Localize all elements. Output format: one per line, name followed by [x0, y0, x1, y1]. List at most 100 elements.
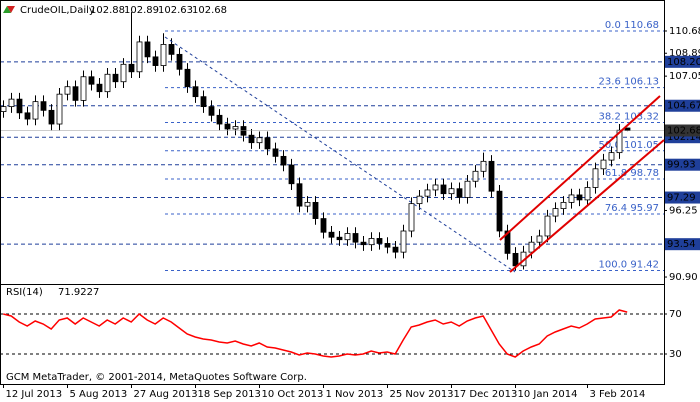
- channel-upper: [499, 95, 661, 241]
- x-tick-label: 3 Feb 2014: [590, 389, 646, 400]
- candle-body: [96, 83, 103, 93]
- candle-body: [144, 41, 151, 58]
- fib-level: 23.6: [599, 77, 621, 88]
- candle-body: [448, 188, 455, 195]
- fib-price: 106.13: [624, 77, 659, 88]
- candle-body: [440, 184, 447, 195]
- candle-body: [248, 134, 255, 144]
- candle-body: [8, 98, 15, 108]
- fib-label: 76.4 95.97: [605, 203, 659, 214]
- candle-body: [72, 86, 79, 101]
- x-tick-label: 27 Aug 2013: [134, 389, 198, 400]
- candle-body: [288, 164, 295, 185]
- candle-body: [264, 137, 271, 150]
- fib-label: 0.0 110.68: [605, 20, 659, 31]
- copyright: GCM MetaTrader, © 2001-2014, MetaQuotes …: [6, 372, 307, 383]
- candle-body: [64, 86, 71, 95]
- candle-body: [336, 236, 343, 241]
- ohlc-open: 102.88: [90, 5, 125, 16]
- candle-body: [16, 98, 23, 114]
- y-tick-label: 96.25: [669, 205, 698, 216]
- y-tick-label: 90.90: [669, 272, 698, 283]
- candle-body: [192, 86, 199, 98]
- x-tick-label: 12 Jul 2013: [6, 389, 63, 400]
- fib-price: 95.97: [630, 203, 659, 214]
- candle-body: [176, 53, 183, 70]
- candle-body: [312, 201, 319, 219]
- level-box: [665, 238, 700, 251]
- candle-body: [576, 194, 583, 201]
- candle-body: [48, 109, 55, 125]
- candle-body: [32, 101, 39, 120]
- plot-layer: 110.68 108.89 107.05 96.25 90.90 0.0 110.68 23…: [0, 12, 700, 400]
- candle-body: [536, 235, 543, 243]
- level-label: 104.67: [667, 101, 700, 112]
- candle-body: [160, 44, 167, 66]
- level-box: [665, 191, 700, 204]
- x-tick-label: 1 Nov 2013: [326, 389, 384, 400]
- candle-body: [168, 44, 175, 55]
- candle-body: [608, 152, 615, 161]
- fib-level: 0.0: [605, 20, 621, 31]
- fib-level: 38.2: [599, 112, 621, 123]
- x-tick-label: 18 Sep 2013: [198, 389, 261, 400]
- rsi-line: [3, 309, 628, 358]
- candle-body: [120, 63, 127, 83]
- fib-price: 110.68: [624, 20, 659, 31]
- level-label: 93.54: [667, 239, 696, 250]
- price-box: [665, 124, 700, 137]
- candle-body: [568, 194, 575, 203]
- x-tick-label: 10 Jan 2014: [518, 389, 578, 400]
- fib-price: 103.32: [624, 112, 659, 123]
- candle-body: [112, 73, 119, 83]
- trend-line: [164, 36, 516, 273]
- fib-price: 98.78: [630, 168, 659, 179]
- ohlc-close: 102.68: [192, 5, 227, 16]
- candle-body: [560, 201, 567, 210]
- candle-body: [0, 106, 7, 112]
- fib-price: 101.05: [624, 140, 659, 151]
- rsi-last: 71.9227: [58, 287, 99, 298]
- candle-body: [544, 215, 551, 237]
- candle-body: [480, 160, 487, 172]
- price-label: 102.68: [667, 125, 700, 136]
- candle-body: [392, 246, 399, 253]
- candle-body: [184, 68, 191, 88]
- x-tick-label: 17 Dec 2013: [454, 389, 518, 400]
- candle-body: [240, 126, 247, 136]
- channel-lower: [509, 139, 665, 273]
- candle-body: [432, 184, 439, 191]
- level-box: [665, 99, 700, 112]
- y-tick-label: 108.89: [669, 48, 700, 59]
- candle-body: [232, 126, 239, 130]
- candle-body: [136, 41, 143, 73]
- candle-body: [256, 137, 263, 144]
- x-tick-label: 5 Aug 2013: [70, 389, 128, 400]
- candle-body: [128, 63, 135, 73]
- candle-body: [360, 241, 367, 246]
- candle-body: [216, 114, 223, 125]
- candle-body: [512, 252, 519, 267]
- candle-body: [464, 180, 471, 198]
- level-box: [665, 158, 700, 171]
- candle-body: [88, 76, 95, 85]
- ohlc-low: 102.63: [158, 5, 193, 16]
- candle-body: [376, 238, 383, 244]
- candle-body: [552, 208, 559, 217]
- candle-body: [584, 187, 591, 201]
- candle-body: [416, 195, 423, 205]
- fib-label: 61.8 98.78: [605, 168, 659, 179]
- candle-body: [496, 190, 503, 232]
- candle-body: [200, 96, 207, 108]
- y-tick-label: 70: [669, 309, 682, 320]
- candle-body: [400, 230, 407, 253]
- fib-label: 23.6 106.13: [599, 77, 659, 88]
- level-label: 108.20: [667, 57, 700, 68]
- y-tick-label: 107.05: [669, 71, 700, 82]
- candle-body: [272, 148, 279, 157]
- candle-body: [456, 188, 463, 198]
- y-tick-label: 110.68: [669, 26, 700, 37]
- level-label: 102.14: [667, 132, 700, 143]
